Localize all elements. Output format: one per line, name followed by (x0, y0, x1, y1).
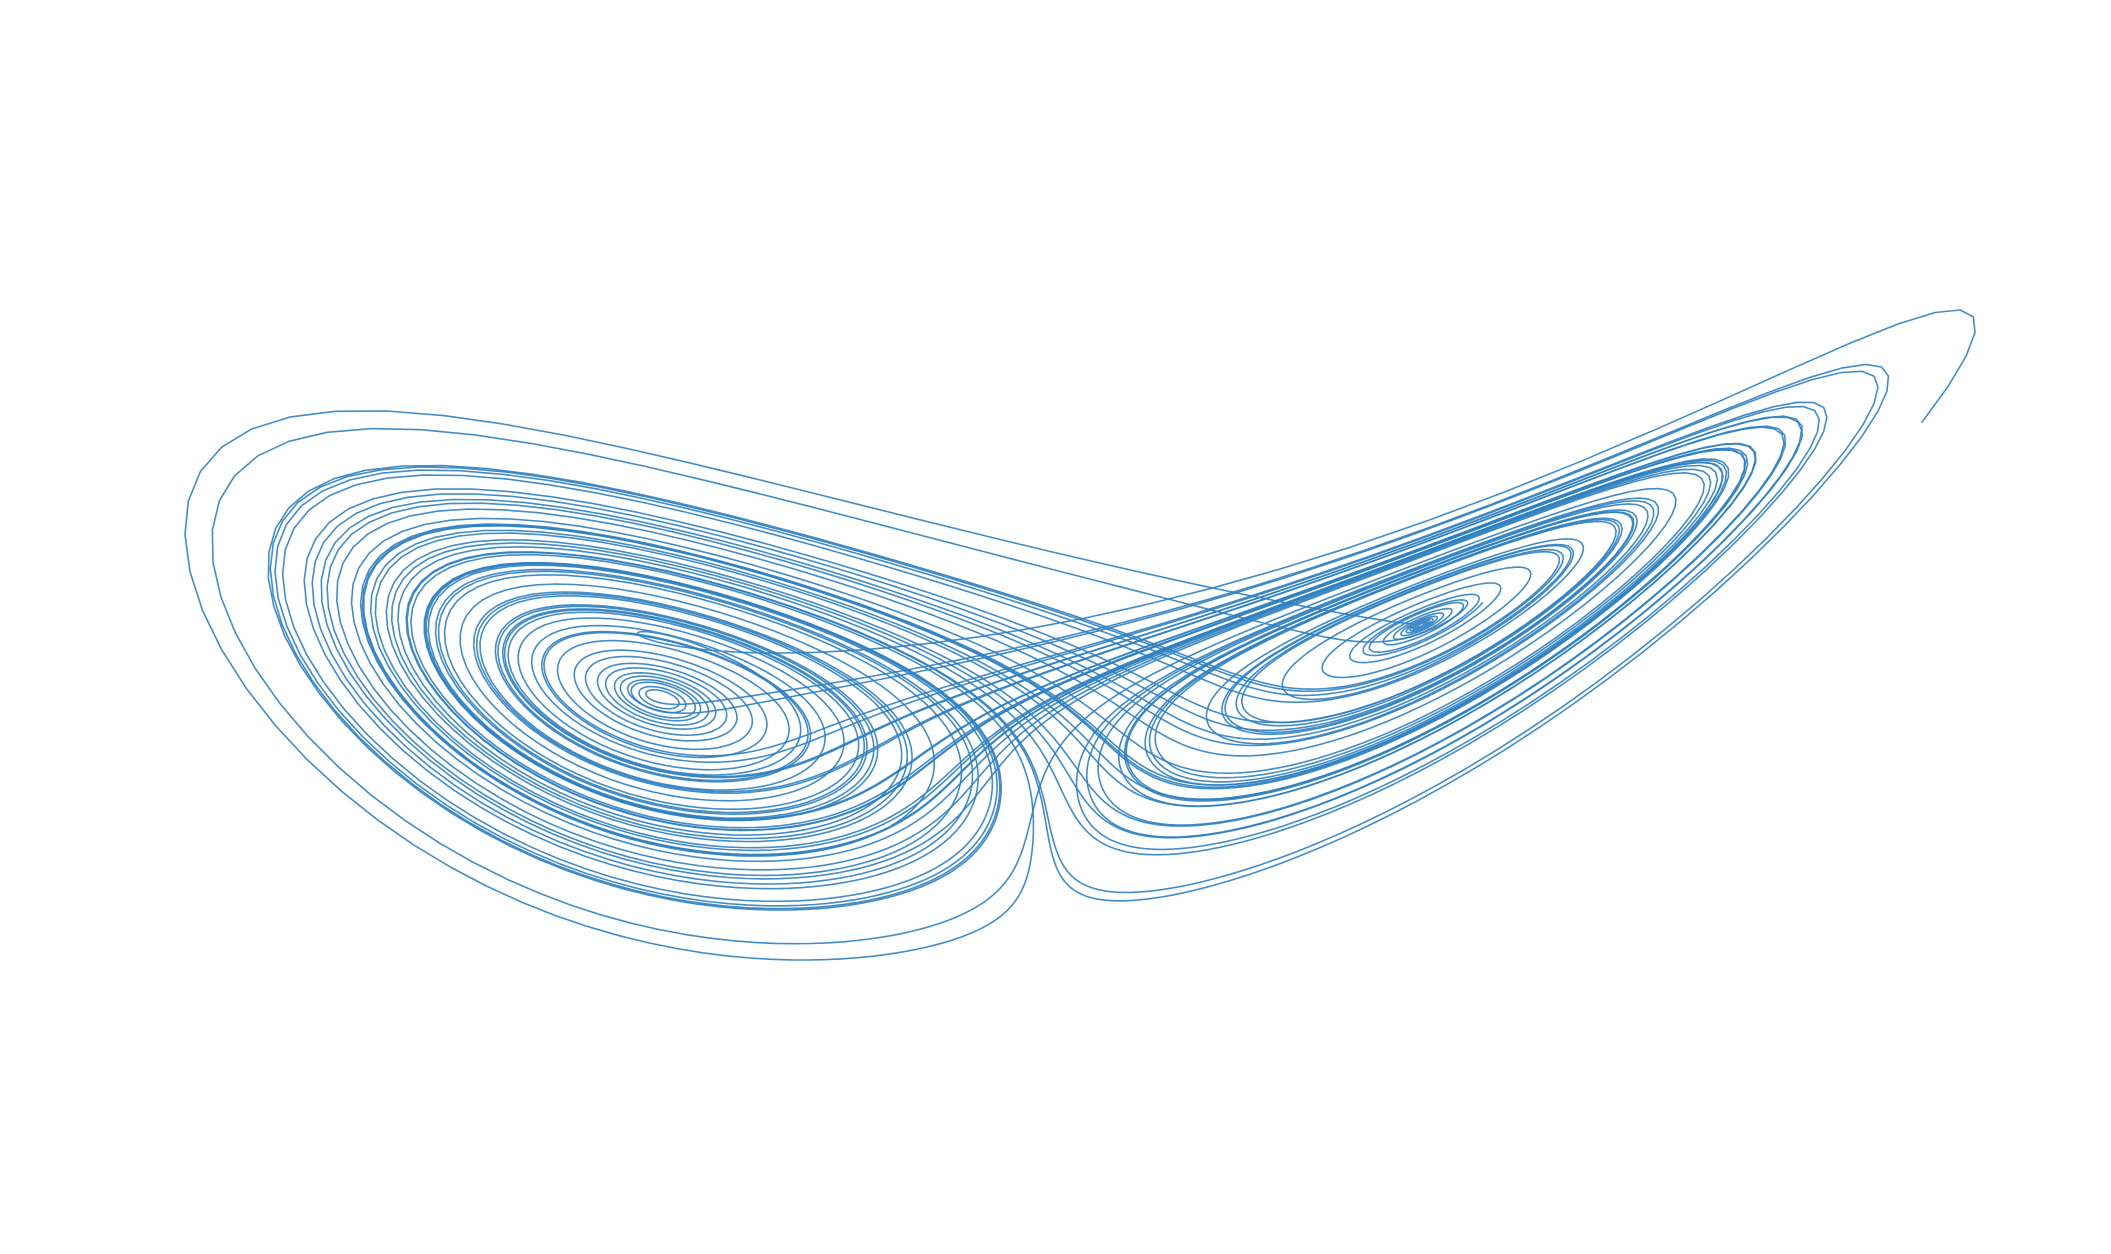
trajectory-segment-6 (517, 617, 845, 802)
trajectory-segment-13 (267, 464, 1561, 911)
trajectory-segment-12 (369, 370, 1879, 894)
trajectory-segment-1 (281, 401, 1828, 903)
trajectory-segment-3 (320, 426, 1785, 880)
trajectory-segment-5 (311, 363, 1890, 902)
trajectory-segment-2 (303, 416, 1803, 890)
trajectory-segment-4 (385, 415, 1803, 843)
trajectory-segment-0 (326, 309, 1976, 877)
series-layer (184, 309, 1976, 961)
trajectory-segment-14 (211, 427, 1712, 945)
trajectory-segment-9 (184, 410, 1445, 959)
trajectory-segment-8 (274, 447, 1749, 961)
trajectory-segment-10 (1117, 451, 1757, 807)
